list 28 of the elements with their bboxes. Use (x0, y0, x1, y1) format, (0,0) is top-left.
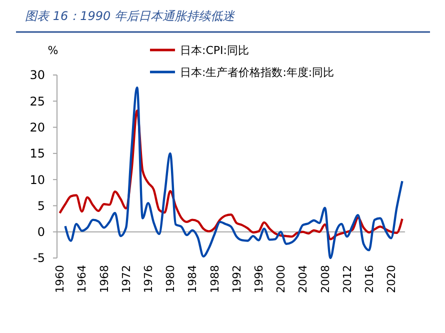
x-tick-label: 2020 (385, 265, 398, 293)
y-tick-label: 25 (30, 94, 45, 108)
y-tick-label: 0 (37, 225, 45, 240)
x-tick-label: 1980 (164, 265, 178, 293)
y-tick-label: 20 (30, 120, 45, 134)
y-tick-label: 15 (30, 146, 45, 161)
y-tick-label: 30 (30, 68, 45, 82)
y-tick-label: 10 (30, 172, 45, 187)
x-tick-label: 2004 (296, 265, 310, 293)
x-tick-label: 2016 (362, 265, 376, 293)
x-tick-label: 1976 (142, 265, 155, 293)
x-tick-label: 2008 (318, 265, 332, 293)
x-tick-label: 1960 (54, 265, 67, 293)
chart-title: 图表 16：1990 年后日本通胀持续低迷 (25, 9, 236, 23)
legend-label: 日本:CPI:同比 (180, 44, 249, 57)
x-tick-label: 1968 (98, 265, 111, 293)
y-axis-title: % (48, 44, 58, 57)
x-tick-label: 2000 (274, 265, 288, 293)
x-tick-label: 2012 (340, 265, 354, 293)
y-tick-label: 5 (37, 198, 45, 213)
x-tick-label: 1992 (230, 265, 244, 293)
legend-label: 日本:生产者价格指数:年度:同比 (180, 66, 334, 79)
x-tick-label: 1988 (208, 265, 222, 293)
x-tick-label: 1964 (76, 265, 89, 293)
x-tick-label: 1996 (252, 265, 266, 293)
y-tick-label: -5 (33, 251, 45, 266)
x-tick-label: 1984 (186, 265, 200, 293)
x-tick-label: 1972 (120, 265, 133, 293)
